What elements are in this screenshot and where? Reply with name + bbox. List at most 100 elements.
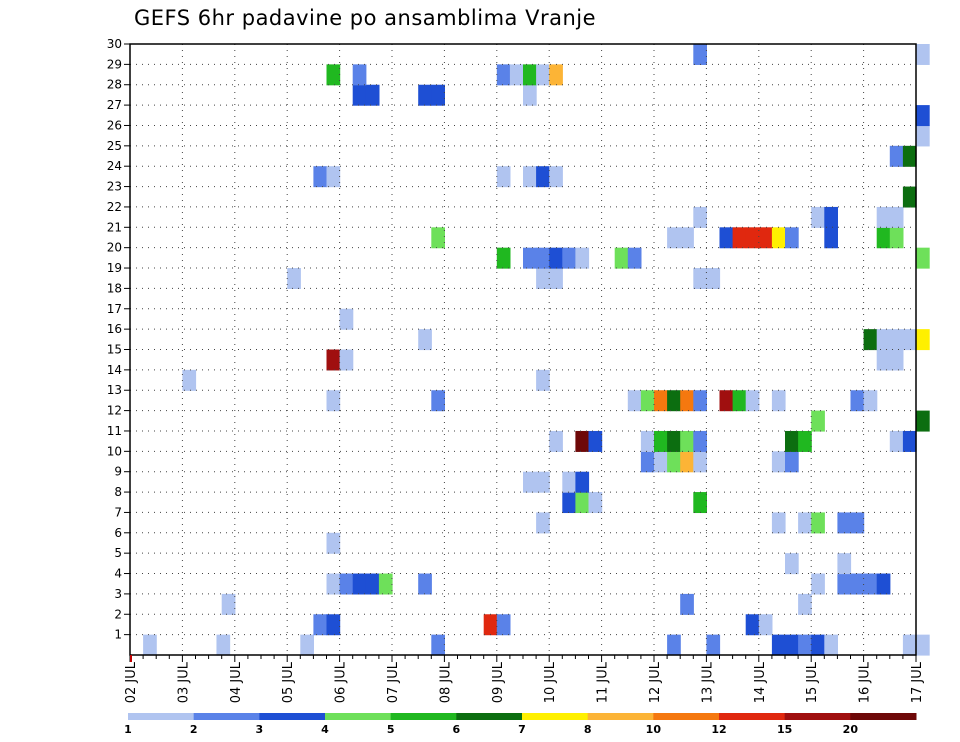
heatmap-cell (785, 430, 799, 452)
heatmap-cell (667, 451, 681, 473)
heatmap-cell (575, 471, 590, 493)
legend-label: 2 (190, 723, 198, 736)
heatmap-cell (798, 512, 812, 534)
heatmap-cell (863, 573, 878, 595)
heatmap-cell (889, 349, 904, 371)
heatmap-cell (654, 451, 668, 473)
y-tick-label: 17 (107, 302, 122, 316)
y-tick-label: 19 (107, 261, 122, 275)
heatmap-cell (667, 430, 681, 452)
legend-label: 20 (843, 723, 859, 736)
y-tick-label: 25 (107, 139, 122, 153)
heatmap-cell (889, 206, 904, 228)
y-tick-label: 29 (107, 57, 122, 71)
heatmap-cell (562, 492, 576, 514)
heatmap-cell (706, 268, 721, 289)
heatmap-cell (889, 430, 904, 452)
heatmap-cell (536, 166, 550, 188)
heatmap-cell (758, 614, 773, 636)
heatmap-cell (889, 329, 904, 351)
color-legend-layer: 1 2 3 4 5 6 7 8 10 12 15 20 (124, 713, 917, 736)
heatmap-cell (509, 64, 524, 86)
heatmap-cell (352, 64, 367, 86)
heatmap-cell (549, 430, 563, 452)
legend-color-swatch (325, 713, 392, 720)
heatmap-cell (785, 634, 799, 656)
heatmap-cell (745, 614, 760, 636)
heatmap-cell (496, 64, 511, 86)
heatmap-cell (549, 166, 563, 188)
x-tick-label: 12 JUL (648, 661, 663, 703)
y-tick-label: 13 (107, 383, 122, 397)
heatmap-cell (523, 247, 537, 269)
legend-label: 1 (124, 723, 132, 736)
legend-color-swatch (390, 713, 457, 720)
heatmap-cell (693, 390, 707, 412)
heatmap-cell (850, 512, 865, 534)
heatmap-cell (536, 268, 550, 289)
heatmap-cell (667, 227, 681, 249)
heatmap-cell (431, 390, 445, 412)
heatmap-cell (627, 247, 642, 269)
heatmap-cell (693, 492, 707, 514)
legend-color-swatch (456, 713, 523, 720)
heatmap-cell (811, 634, 825, 656)
heatmap-cell (876, 206, 891, 228)
heatmap-cell (680, 227, 694, 249)
heatmap-cell (313, 614, 328, 636)
heatmap-cell (640, 430, 655, 452)
x-tick-label: 03 JUL (176, 661, 191, 703)
heatmap-cell (287, 268, 301, 289)
heatmap-cells-layer (143, 44, 930, 656)
heatmap-cell (916, 44, 930, 65)
heatmap-cell (575, 247, 590, 269)
heatmap-cell (614, 247, 629, 269)
heatmap-cell (326, 573, 341, 595)
y-tick-label: 26 (107, 118, 122, 132)
heatmap-cell (536, 64, 550, 86)
y-tick-label: 4 (114, 567, 122, 581)
heatmap-cell (326, 532, 341, 554)
heatmap-cell (693, 206, 707, 228)
heatmap-cell (483, 614, 498, 636)
heatmap-cell (758, 227, 773, 249)
y-tick-label: 6 (114, 526, 122, 540)
heatmap-cell (313, 166, 328, 188)
heatmap-cell (418, 84, 432, 106)
heatmap-cell (850, 573, 865, 595)
heatmap-cell (418, 329, 432, 351)
y-axis-ticks-layer: 1234567891011121314151617181920212223242… (107, 37, 130, 642)
x-tick-label: 17 JUL (910, 661, 925, 703)
y-tick-label: 15 (107, 343, 122, 357)
y-tick-label: 2 (114, 607, 122, 621)
legend-color-swatch (587, 713, 654, 720)
heatmap-cell (654, 430, 668, 452)
heatmap-cell (536, 471, 550, 493)
heatmap-cell (627, 390, 642, 412)
heatmap-cell (431, 227, 445, 249)
heatmap-cell (916, 634, 930, 656)
y-tick-label: 12 (107, 404, 122, 418)
heatmap-cell (431, 634, 445, 656)
legend-label: 15 (777, 723, 792, 736)
y-tick-label: 1 (114, 628, 122, 642)
heatmap-cell (824, 227, 838, 249)
heatmap-cell (771, 634, 786, 656)
heatmap-cell (811, 512, 825, 534)
heatmap-cell (876, 349, 891, 371)
heatmap-cell (588, 430, 603, 452)
x-axis-ticks-layer: 02 JUL 03 JUL 04 JUL 05 JUL 06 JUL 07 JUL 08 J… (124, 655, 925, 703)
heatmap-cell (431, 84, 445, 106)
x-tick-label: 11 JUL (596, 661, 611, 703)
y-tick-label: 8 (114, 485, 122, 499)
heatmap-cell (916, 105, 930, 127)
heatmap-cell (889, 227, 904, 249)
heatmap-cell (523, 84, 537, 106)
heatmap-cell (536, 369, 550, 391)
heatmap-cell (798, 634, 812, 656)
heatmap-cell (837, 573, 852, 595)
legend-color-swatch (193, 713, 260, 720)
heatmap-cell (693, 451, 707, 473)
heatmap-cell (562, 471, 576, 493)
